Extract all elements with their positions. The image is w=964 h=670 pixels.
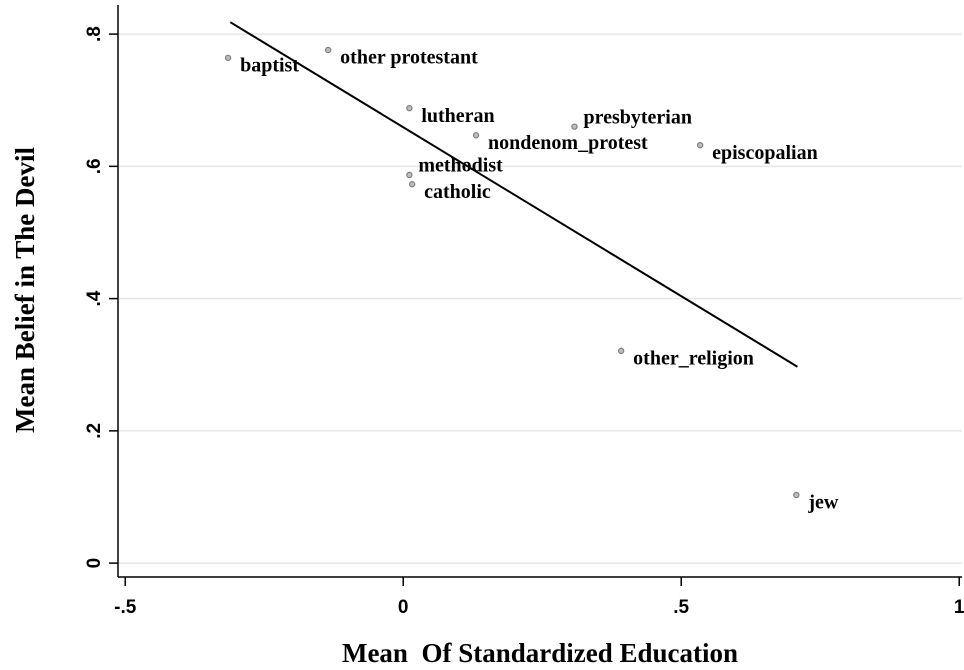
- x-axis-title: Mean Of Standardized Education: [342, 638, 738, 668]
- point-label: episcopalian: [712, 142, 818, 164]
- point-label: lutheran: [421, 105, 494, 127]
- point-label: presbyterian: [583, 106, 692, 128]
- y-tick-label: .6: [84, 158, 105, 174]
- point: [324, 46, 332, 54]
- y-tick-label: .2: [84, 423, 105, 439]
- x-tick-label: 1: [954, 597, 964, 618]
- x-tick-label: .5: [673, 597, 689, 618]
- x-tick-label: 0: [398, 597, 409, 618]
- point: [696, 141, 704, 149]
- point-label: baptist: [240, 54, 299, 76]
- point-label: methodist: [418, 155, 503, 177]
- point: [406, 104, 413, 112]
- point: [793, 491, 800, 499]
- point-label: catholic: [424, 181, 491, 203]
- fit-line: [229, 21, 798, 368]
- point: [408, 181, 416, 188]
- point: [224, 54, 232, 62]
- y-tick-label: .8: [84, 26, 105, 42]
- point-label: nondenom_protest: [488, 132, 648, 154]
- point: [571, 123, 578, 130]
- y-tick-label: 0: [84, 558, 105, 569]
- point-label: other protestant: [340, 47, 478, 69]
- x-tick-label: -.5: [114, 597, 137, 618]
- point: [406, 171, 413, 179]
- point: [617, 347, 625, 355]
- point-label: jew: [807, 492, 839, 514]
- point: [472, 132, 480, 139]
- y-tick-label: .4: [84, 290, 105, 306]
- y-axis-title: Mean Belief in The Devil: [10, 147, 40, 433]
- point-label: other_religion: [633, 347, 754, 369]
